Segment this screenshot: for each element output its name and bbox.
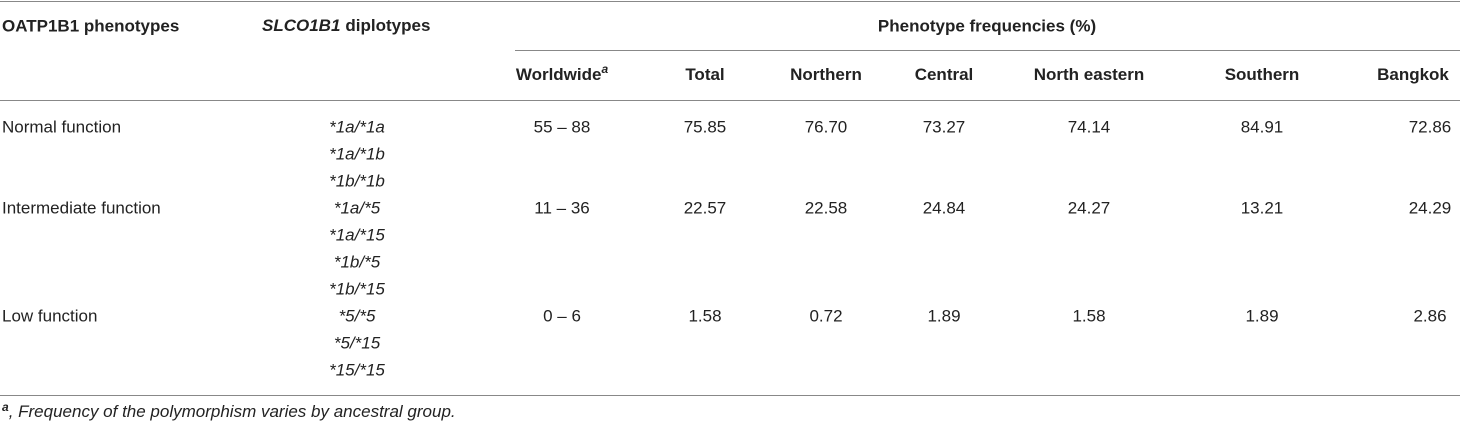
diplotype: *5/*5	[339, 306, 376, 325]
column-note: a	[601, 62, 608, 76]
column-label: Worldwide	[516, 65, 602, 84]
column-header: Northern	[790, 65, 862, 84]
footnote-text: , Frequency of the polymorphism varies b…	[9, 402, 456, 421]
diplotype: *1a/*15	[329, 225, 385, 244]
value: 11 – 36	[534, 198, 589, 217]
column-label: Total	[685, 65, 724, 84]
header-diplotype: SLCO1B1 diplotypes	[262, 16, 430, 35]
diplotype: *1a/*5	[334, 198, 381, 217]
header-phenotype: OATP1B1 phenotypes	[2, 16, 179, 35]
phenotype: Normal function	[2, 117, 121, 136]
column-header: North eastern	[1034, 65, 1145, 84]
value: 72.86	[1409, 117, 1452, 136]
value: 1.58	[688, 306, 721, 325]
value: 1.58	[1072, 306, 1105, 325]
value: 84.91	[1241, 117, 1284, 136]
value: 24.84	[923, 198, 966, 217]
value: 74.14	[1068, 117, 1111, 136]
column-header: Bangkok	[1377, 65, 1449, 84]
value: 1.89	[927, 306, 960, 325]
value: 2.86	[1413, 306, 1446, 325]
diplotype: *1a/*1b	[329, 144, 385, 163]
value: 0.72	[809, 306, 842, 325]
column-header: Worldwidea	[516, 62, 609, 84]
column-label: Bangkok	[1377, 65, 1449, 84]
diplotype: *15/*15	[329, 360, 385, 379]
column-header: Total	[685, 65, 724, 84]
value: 22.57	[684, 198, 727, 217]
column-label: Southern	[1225, 65, 1300, 84]
diplotype: *1b/*15	[329, 279, 385, 298]
label: diplotypes	[345, 16, 430, 35]
header-group: Phenotype frequencies (%)	[878, 16, 1096, 35]
gene: SLCO1B1	[262, 16, 340, 35]
value: 75.85	[684, 117, 727, 136]
value: 55 – 88	[534, 117, 591, 136]
diplotype: *5/*15	[334, 333, 381, 352]
value: 73.27	[923, 117, 966, 136]
diplotype: *1b/*5	[334, 252, 381, 271]
diplotype: *1a/*1a	[329, 117, 385, 136]
phenotype: Low function	[2, 306, 97, 325]
column-header: Southern	[1225, 65, 1300, 84]
column-label: North eastern	[1034, 65, 1145, 84]
phenotype: Intermediate function	[2, 198, 161, 217]
value: 24.29	[1409, 198, 1452, 217]
footnote-mark: a	[2, 400, 9, 414]
value: 1.89	[1245, 306, 1278, 325]
column-header: Central	[915, 65, 974, 84]
column-label: Central	[915, 65, 974, 84]
column-label: Northern	[790, 65, 862, 84]
value: 13.21	[1241, 198, 1284, 217]
value: 76.70	[805, 117, 848, 136]
diplotype: *1b/*1b	[329, 171, 385, 190]
value: 24.27	[1068, 198, 1111, 217]
value: 0 – 6	[543, 306, 581, 325]
footnote: a, Frequency of the polymorphism varies …	[2, 400, 456, 421]
value: 22.58	[805, 198, 848, 217]
